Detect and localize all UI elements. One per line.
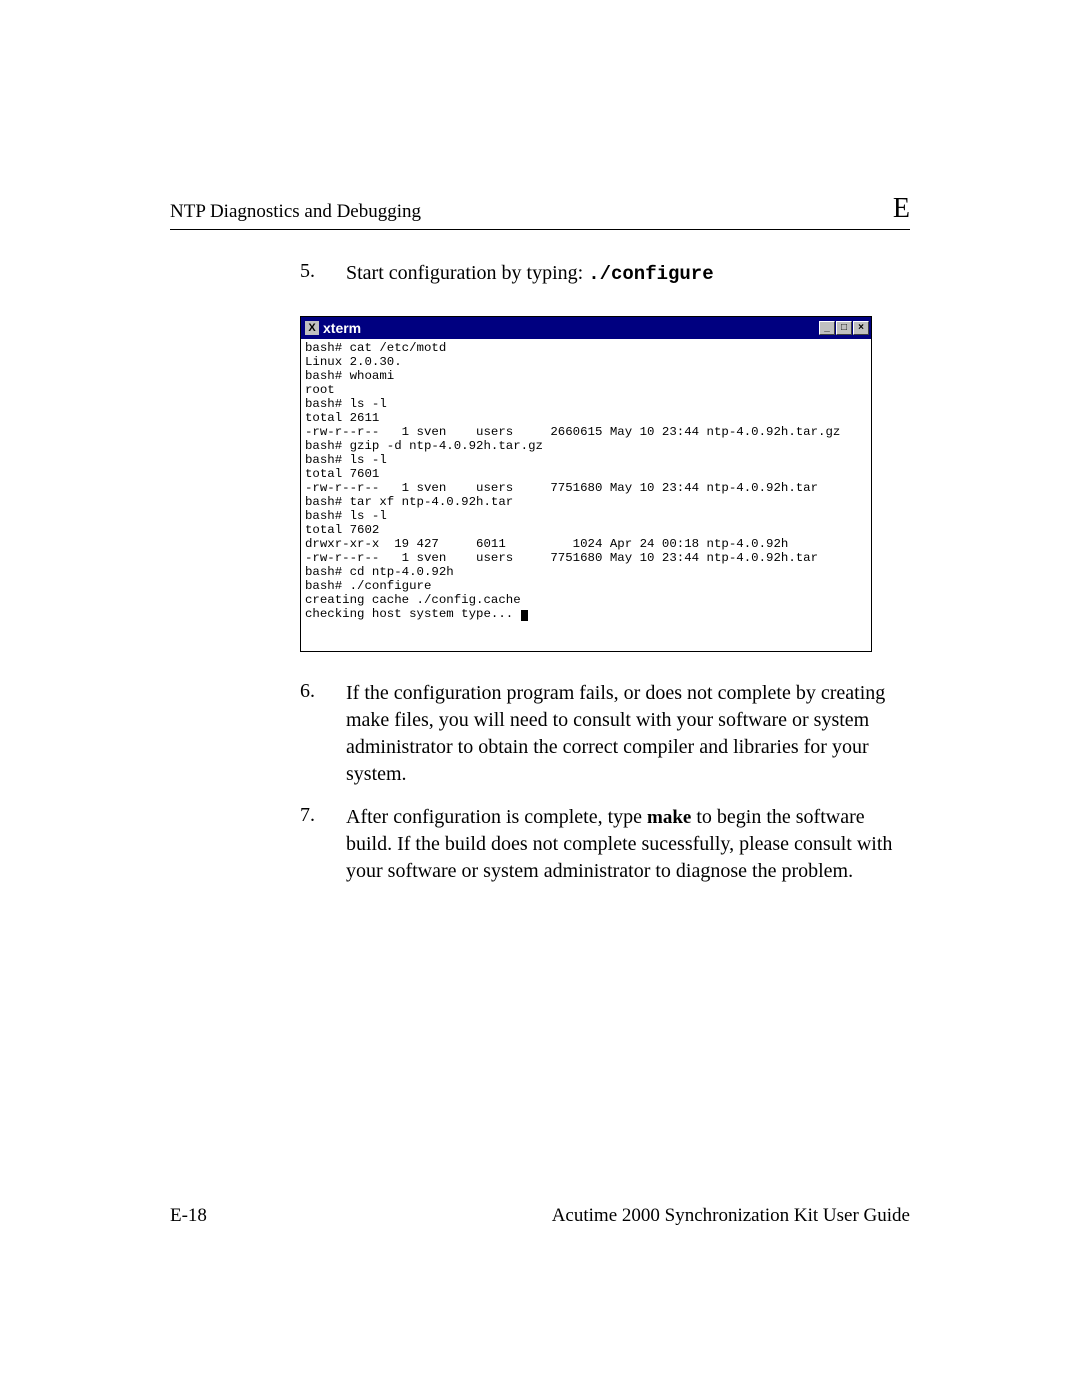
xterm-terminal-output: bash# cat /etc/motd Linux 2.0.30. bash# …	[301, 339, 871, 651]
minimize-button[interactable]: _	[819, 321, 835, 335]
step-7-prefix: After configuration is complete, type	[346, 806, 647, 828]
step-text: Start configuration by typing: ./configu…	[346, 260, 714, 288]
page-header: NTP Diagnostics and Debugging E	[170, 193, 910, 230]
step-7: 7. After configuration is complete, type…	[300, 804, 910, 885]
content-area: 5. Start configuration by typing: ./conf…	[300, 260, 910, 885]
header-title: NTP Diagnostics and Debugging	[170, 201, 421, 223]
header-section-letter: E	[893, 193, 910, 225]
step-7-command: make	[647, 807, 691, 828]
step-5: 5. Start configuration by typing: ./conf…	[300, 260, 910, 288]
xterm-title-text: xterm	[323, 320, 361, 336]
page: NTP Diagnostics and Debugging E 5. Start…	[0, 0, 1080, 1397]
page-footer: E-18 Acutime 2000 Synchronization Kit Us…	[170, 1205, 910, 1227]
step-6: 6. If the configuration program fails, o…	[300, 680, 910, 788]
step-5-command: ./configure	[588, 263, 713, 285]
xterm-window: X xterm _ □ × bash# cat /etc/motd Linux …	[300, 316, 872, 652]
terminal-cursor	[521, 610, 528, 621]
step-5-prefix: Start configuration by typing:	[346, 262, 588, 284]
footer-guide-title: Acutime 2000 Synchronization Kit User Gu…	[552, 1205, 910, 1227]
maximize-button[interactable]: □	[836, 321, 852, 335]
step-text: After configuration is complete, type ma…	[346, 804, 910, 885]
xterm-titlebar: X xterm _ □ ×	[301, 317, 871, 339]
step-number: 7.	[300, 804, 346, 885]
close-button[interactable]: ×	[853, 321, 869, 335]
step-number: 6.	[300, 680, 346, 788]
step-text: If the configuration program fails, or d…	[346, 680, 910, 788]
xterm-window-controls: _ □ ×	[819, 321, 869, 335]
step-number: 5.	[300, 260, 346, 288]
xterm-title-left: X xterm	[305, 320, 361, 336]
footer-page-number: E-18	[170, 1205, 207, 1227]
xterm-app-icon: X	[305, 321, 319, 335]
